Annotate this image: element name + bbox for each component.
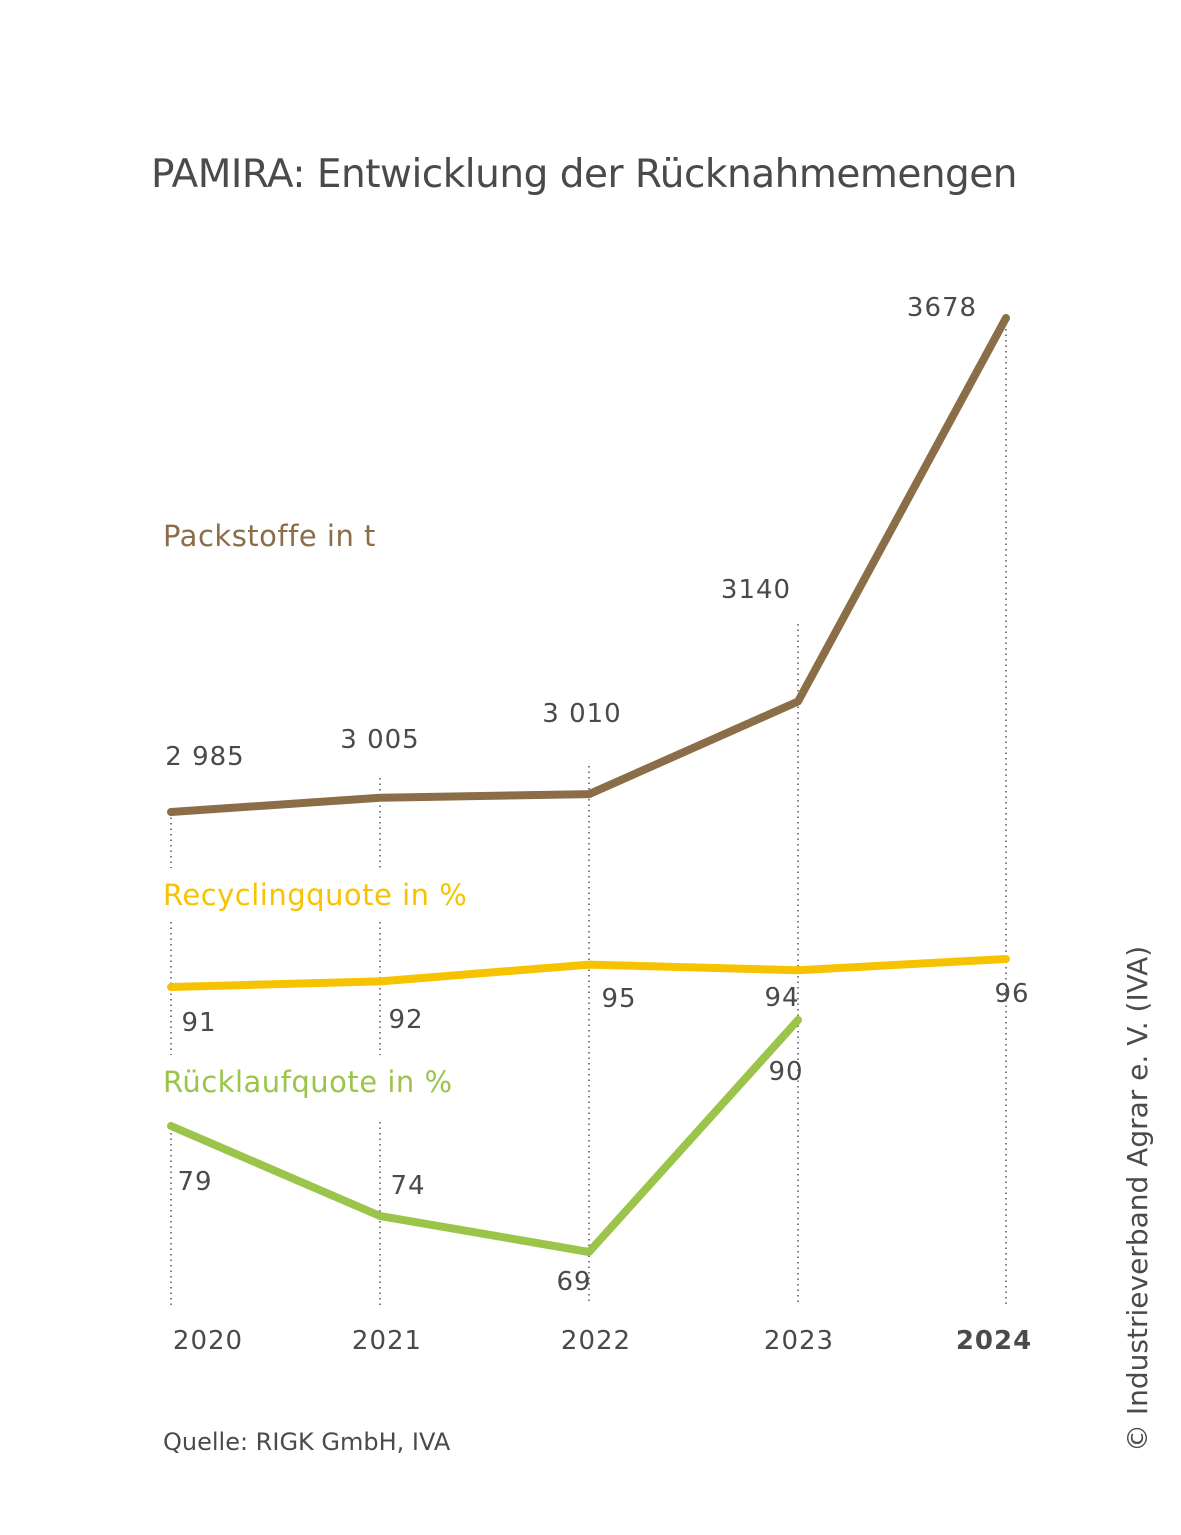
value-label: 90 [768,1057,803,1087]
value-label: 69 [556,1267,591,1297]
value-label: 92 [388,1005,423,1035]
series-name-label: Recyclingquote in % [163,878,467,912]
x-tick-label: 2021 [352,1326,422,1356]
value-label: 2 985 [165,742,244,772]
value-label: 79 [177,1167,212,1197]
value-label: 3140 [721,575,791,605]
series-name-label: Packstoffe in t [163,519,376,553]
value-label: 74 [390,1171,425,1201]
x-tick-label: 2022 [561,1326,631,1356]
copyright-note: © Industrieverband Agrar e. V. (IVA) [1121,945,1154,1452]
series-name-label: Rücklaufquote in % [163,1065,453,1099]
x-tick-label: 2024 [956,1326,1032,1356]
series-line [167,314,1010,816]
value-label: 91 [181,1008,216,1038]
chart-title: PAMIRA: Entwicklung der Rücknahmemengen [151,152,1018,197]
value-label: 95 [601,984,636,1014]
value-label: 3 005 [340,725,419,755]
value-label: 96 [994,979,1029,1009]
value-label: 3678 [907,293,977,323]
source-note: Quelle: RIGK GmbH, IVA [163,1428,451,1456]
series-line [167,1016,802,1256]
series-line [167,955,1010,991]
x-tick-label: 2023 [764,1326,834,1356]
value-label: 3 010 [542,699,621,729]
x-tick-label: 2020 [173,1326,243,1356]
value-label: 94 [764,983,799,1013]
